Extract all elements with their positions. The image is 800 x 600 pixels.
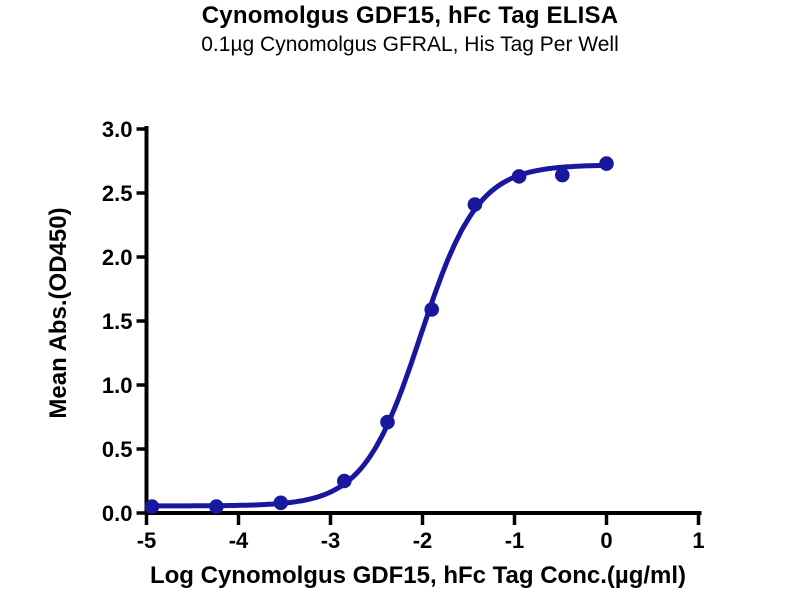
data-point [144,499,160,514]
x-tick-label: -4 [229,528,249,553]
x-tick-label: -2 [413,528,433,553]
y-tick-label: 0.0 [102,501,133,526]
chart-title: Cynomolgus GDF15, hFc Tag ELISA [201,2,619,29]
y-tick-label: 0.5 [102,437,133,462]
chart-subtitle: 0.1µg Cynomolgus GFRAL, His Tag Per Well [201,33,619,56]
tick-labels: -5 -4 -3 -2 -1 0 1 0.0 0.5 1.0 1.5 2.0 2.5 3.0 [102,117,705,553]
data-point [599,156,614,171]
x-tick-label: -1 [505,528,525,553]
x-tick-label: 1 [692,528,704,553]
y-tick-label: 1.0 [102,373,133,398]
axis-ticks [136,127,701,525]
data-point [511,169,527,184]
y-tick-label: 2.5 [102,181,133,206]
data-point [424,302,440,317]
x-tick-label: 0 [600,528,612,553]
axis-spine [144,126,702,515]
y-tick-label: 2.0 [102,245,133,270]
x-axis-label: Log Cynomolgus GDF15, hFc Tag Conc.(µg/m… [149,562,687,589]
data-points [144,156,614,514]
y-tick-label: 1.5 [102,309,133,334]
data-point [273,495,289,511]
data-point [337,473,352,489]
axes [144,126,702,515]
data-point [467,197,483,212]
data-point [380,414,395,430]
x-tick-label: -3 [321,528,341,553]
data-point [555,167,570,183]
dose-response-curve [146,162,608,509]
fit-curve [146,162,608,509]
data-point [209,499,224,514]
x-tick-label: -5 [137,528,157,553]
y-tick-label: 3.0 [102,117,133,142]
